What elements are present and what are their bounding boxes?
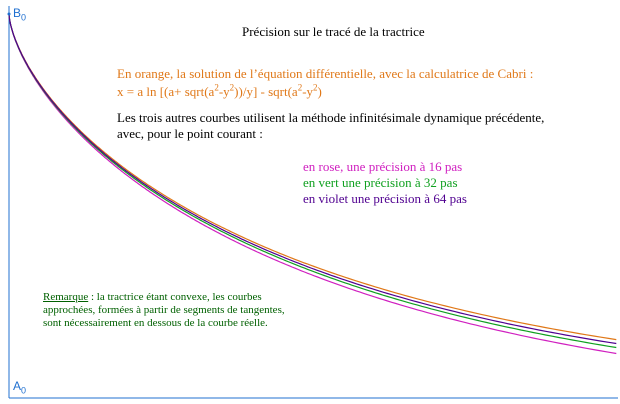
remark-line-2: approchées, formées à partir de segments… [43,304,285,316]
point-b0 [7,12,11,16]
formula: x = a ln [(a+ sqrt(a2-y2))/y] - sqrt(a2-… [117,82,322,99]
remark-label: Remarque [43,291,89,303]
method-description-2: avec, pour le point courant : [117,126,263,141]
remark-line-1: Remarque : la tractrice étant convexe, l… [43,291,262,303]
method-description: Les trois autres courbes utilisent la mé… [117,110,545,125]
remark-line-3: sont nécessairement en dessous de la cou… [43,317,268,329]
point-b0-label: B0 [13,6,27,23]
orange-description: En orange, la solution de l’équation dif… [117,66,534,81]
violet-legend: en violet une précision à 64 pas [303,191,467,206]
approx-64-steps-curve [8,13,617,345]
green-legend: en vert une précision à 32 pas [303,175,458,190]
point-a0-label: A0 [13,379,27,396]
pink-legend: en rose, une précision à 16 pas [303,159,463,174]
page-title: Précision sur le tracé de la tractrice [242,24,425,39]
